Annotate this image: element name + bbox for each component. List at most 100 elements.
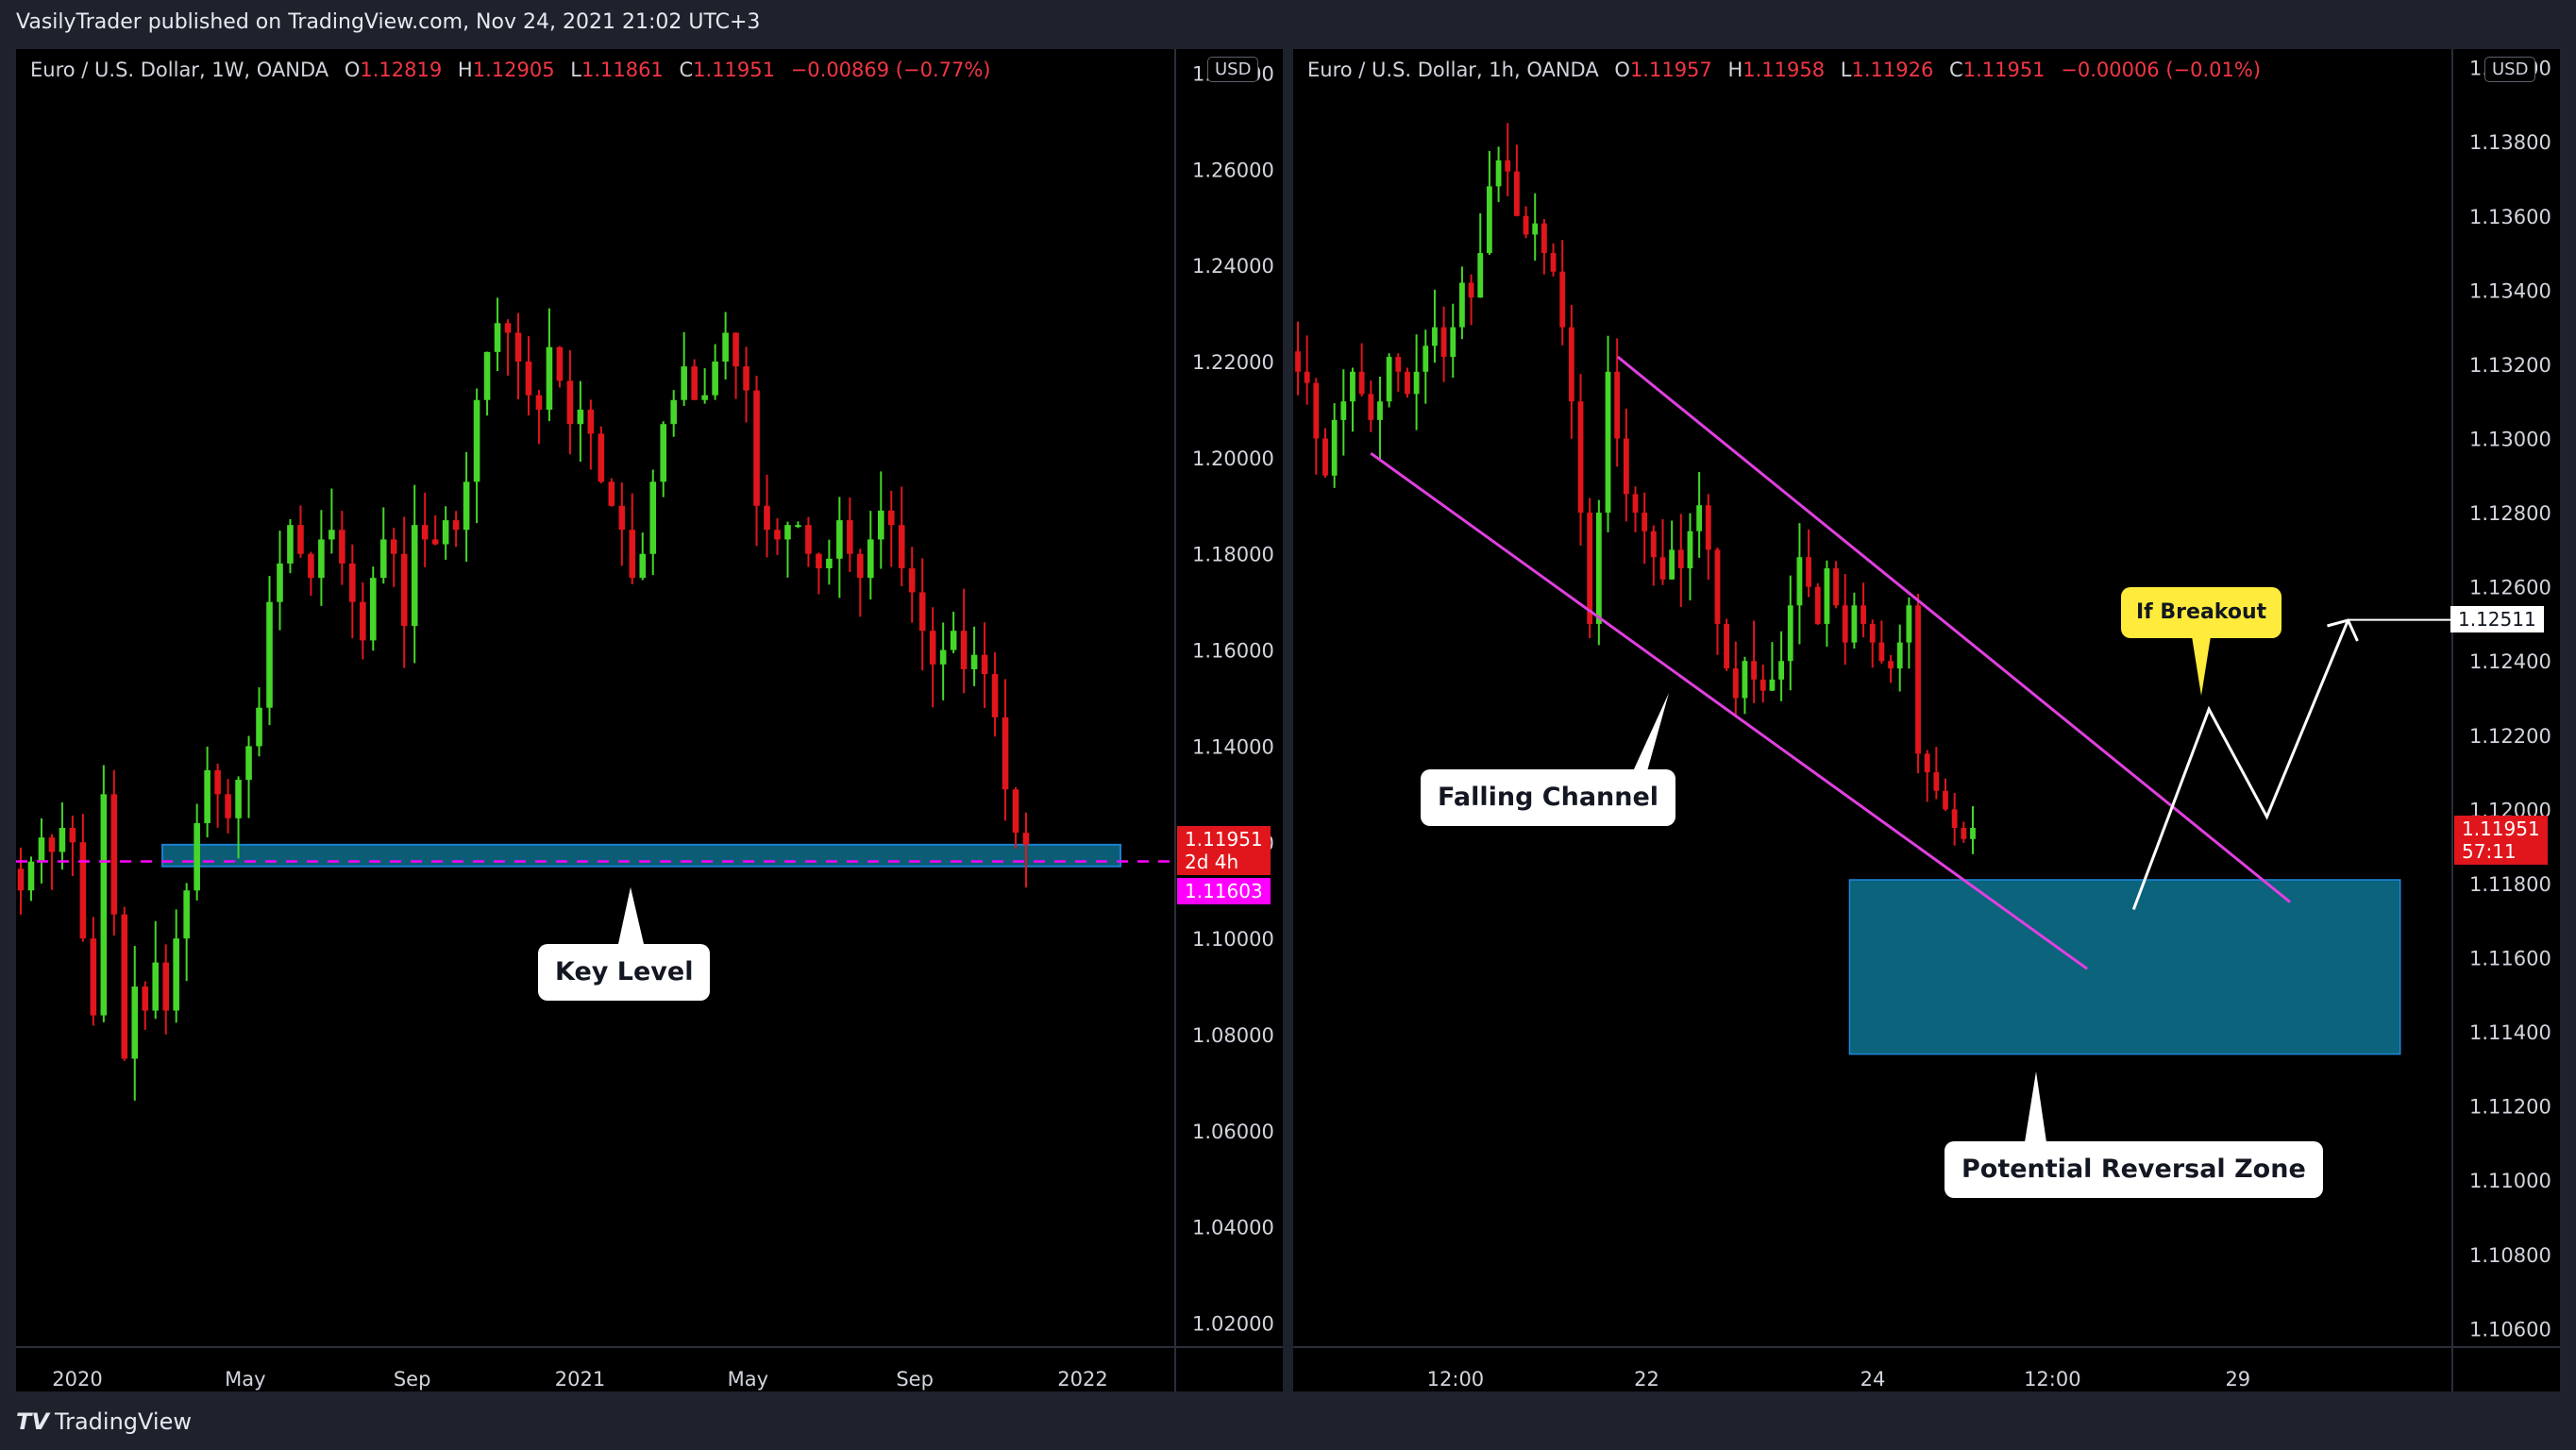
candle-body — [877, 510, 884, 540]
time-tick-label: 2022 — [1057, 1368, 1107, 1391]
candle-body — [1377, 401, 1383, 420]
time-tick-label: May — [728, 1368, 768, 1391]
candle-body — [1313, 382, 1320, 439]
candle-body — [639, 553, 647, 579]
candle-body — [1450, 327, 1456, 358]
hourly-high: 1.11958 — [1743, 59, 1826, 81]
candle-body — [266, 601, 273, 708]
candle-body — [701, 395, 708, 400]
weekly-close-label: C — [679, 59, 694, 81]
price-tick-label: 1.10600 — [2469, 1318, 2551, 1340]
candle-body — [1523, 215, 1529, 235]
hourly-chart-panel[interactable]: 1.10600 1.10800 1.11000 1.11200 1.11400 1.116… — [1293, 49, 2560, 1391]
price-tick-label: 1.10800 — [2469, 1244, 2551, 1267]
candle-body — [1487, 186, 1492, 254]
time-tick-label: Sep — [896, 1368, 934, 1391]
candle-body — [1669, 549, 1675, 580]
channel-upper-line — [1616, 355, 2292, 903]
hourly-close: 1.11951 — [1962, 59, 2046, 81]
candle-body — [826, 558, 833, 568]
candle-body — [1505, 160, 1511, 172]
candle-body — [1495, 160, 1502, 187]
candle-body — [100, 794, 108, 1016]
price-tick-label: 1.18000 — [1192, 544, 1274, 566]
candle-body — [1595, 513, 1602, 624]
candle-body — [1933, 772, 1940, 791]
top-bar: VasilyTrader published on TradingView.co… — [0, 0, 2576, 47]
candle-body — [1322, 438, 1328, 476]
candle-body — [1022, 833, 1030, 845]
candle-body — [836, 520, 843, 559]
hourly-currency-button[interactable]: USD — [2484, 57, 2536, 82]
candle-body — [939, 649, 947, 665]
tradingview-brand: TradingView — [54, 1408, 192, 1435]
key-level-zone — [161, 843, 1121, 868]
candle-body — [805, 525, 812, 554]
candle-body — [421, 525, 429, 540]
key-level-pointer — [618, 886, 644, 944]
candle-body — [1358, 371, 1365, 395]
time-tick-label: 24 — [1860, 1368, 1886, 1391]
price-tick-label: 1.13800 — [2469, 131, 2551, 154]
candle-body — [1577, 401, 1584, 514]
weekly-currency-button[interactable]: USD — [1207, 57, 1259, 82]
candle-body — [194, 822, 200, 891]
candle-body — [38, 837, 45, 862]
weekly-chart-canvas[interactable]: 1.020001.040001.060001.080001.100001.120… — [16, 49, 1283, 1391]
price-tick-label: 1.13400 — [2469, 279, 2551, 302]
candle-body — [743, 366, 749, 391]
candle-body — [473, 399, 480, 482]
candle-body — [1532, 223, 1539, 235]
candle-body — [1687, 531, 1693, 568]
candle-body — [339, 530, 345, 564]
weekly-open: 1.12819 — [360, 59, 443, 81]
tradingview-logo[interactable]: TV TradingView — [16, 1408, 192, 1435]
candle-body — [318, 539, 325, 579]
candle-body — [1677, 549, 1684, 568]
candle-body — [235, 780, 242, 818]
if-breakout-callout: If Breakout — [2121, 587, 2282, 638]
candle-body — [1806, 557, 1811, 587]
candle-body — [308, 553, 314, 579]
candle-body — [618, 505, 626, 531]
time-tick-label: May — [225, 1368, 265, 1391]
candle-body — [328, 530, 335, 540]
candle-body — [1568, 327, 1574, 402]
candle-body — [1751, 661, 1758, 680]
candle-body — [1440, 327, 1447, 358]
hourly-last-price: 1.11951 — [2462, 818, 2540, 840]
candle-body — [245, 746, 252, 781]
candle-body — [753, 390, 760, 506]
projection-path — [2131, 619, 2349, 910]
candle-body — [857, 553, 864, 579]
candle-body — [1632, 494, 1639, 514]
candle-body — [1659, 557, 1666, 580]
candle-body — [847, 520, 853, 554]
weekly-close: 1.11951 — [693, 59, 775, 81]
candle-body — [981, 654, 988, 675]
candle-body — [577, 409, 584, 425]
candle-body — [795, 525, 801, 528]
candle-body — [1759, 679, 1766, 691]
candle-body — [1878, 642, 1885, 662]
candle-body — [1943, 790, 1948, 810]
time-tick-label: 29 — [2225, 1368, 2250, 1391]
candle-body — [1477, 253, 1484, 298]
candle-body — [1888, 661, 1894, 669]
zone-callout-pointer — [2025, 1071, 2046, 1142]
candle-body — [681, 366, 687, 400]
candle-body — [1413, 371, 1420, 395]
publisher-credit: VasilyTrader published on TradingView.co… — [16, 10, 761, 34]
candle-body — [463, 481, 470, 531]
candle-body — [1295, 351, 1301, 372]
key-level-callout: Key Level — [538, 944, 711, 1001]
candle-body — [379, 539, 387, 579]
candle-body — [1732, 668, 1739, 699]
hourly-chart-canvas[interactable]: 1.10600 1.10800 1.11000 1.11200 1.11400 1.116… — [1293, 49, 2560, 1391]
weekly-symbol: Euro / U.S. Dollar, 1W, OANDA — [30, 59, 329, 81]
weekly-ohlc-legend: Euro / U.S. Dollar, 1W, OANDA O1.12819 H… — [30, 59, 991, 81]
price-tick-label: 1.06000 — [1192, 1121, 1274, 1143]
candle-body — [121, 914, 128, 1059]
weekly-countdown: 2d 4h — [1185, 851, 1239, 873]
weekly-chart-panel[interactable]: 1.020001.040001.060001.080001.100001.120… — [16, 49, 1283, 1391]
